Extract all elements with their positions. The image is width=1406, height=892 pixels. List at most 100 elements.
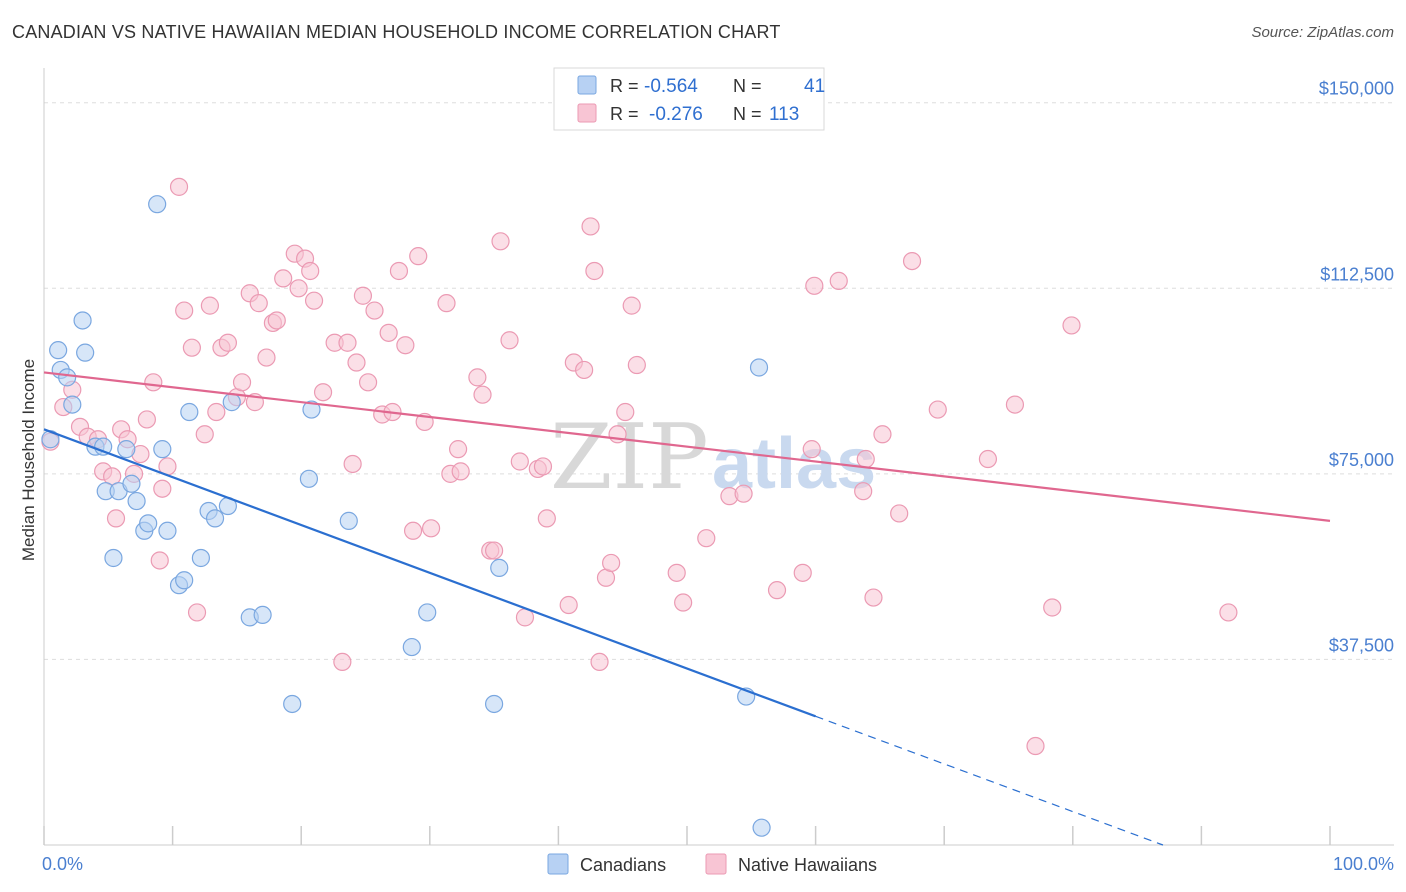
canadian-point: [283, 694, 302, 714]
hawaiian-point: [978, 449, 998, 469]
bottom-legend: Canadians Native Hawaiians: [547, 853, 877, 875]
canadian-point: [58, 368, 77, 387]
hawaiian-point: [448, 440, 468, 459]
hawaiian-point: [358, 373, 378, 392]
legend-n-label-2: N =: [733, 104, 762, 124]
canadians-trend-extension: [815, 715, 1164, 846]
hawaiian-point: [1005, 395, 1025, 414]
y-tick-label: $37,500: [1329, 635, 1394, 655]
hawaiian-point: [389, 261, 409, 281]
hawaiian-point: [353, 286, 373, 305]
hawaiian-point: [232, 373, 252, 392]
hawaiian-point: [195, 425, 214, 444]
canadian-point: [191, 548, 210, 568]
canadian-point: [299, 469, 319, 488]
hawaiian-point: [793, 563, 812, 582]
hawaiian-point: [616, 402, 635, 422]
canadian-point: [153, 440, 172, 459]
hawaiian-point: [1026, 736, 1045, 756]
hawaiian-point: [451, 462, 470, 481]
hawaiian-point: [537, 509, 556, 528]
hawaiian-point: [1043, 598, 1062, 617]
chart-title: CANADIAN VS NATIVE HAWAIIAN MEDIAN HOUSE…: [12, 22, 781, 42]
hawaiian-point: [674, 593, 693, 612]
hawaiian-point: [697, 529, 716, 548]
legend-r-label-1: R =: [610, 76, 639, 96]
hawaiian-point: [667, 563, 686, 582]
hawaiian-point: [289, 279, 308, 298]
hawaiian-point: [409, 247, 428, 266]
hawaiian-point: [218, 333, 237, 352]
hawaiian-point: [1062, 316, 1081, 335]
source-label: Source: ZipAtlas.com: [1251, 24, 1394, 41]
hawaiian-point: [1219, 603, 1238, 622]
hawaiian-point: [856, 449, 875, 469]
bottom-legend-label-hawaiians: Native Hawaiians: [738, 855, 877, 875]
hawaiian-point: [468, 368, 487, 387]
canadian-point: [127, 491, 146, 511]
bottom-legend-label-canadians: Canadians: [580, 855, 666, 875]
hawaiian-point: [767, 581, 787, 600]
canadian-point: [117, 440, 136, 459]
hawaiian-point: [734, 484, 753, 503]
canadian-point: [402, 637, 421, 657]
hawaiian-point: [396, 336, 415, 355]
legend-n-label-1: N =: [733, 76, 762, 96]
hawaiian-point: [338, 333, 357, 352]
hawaiian-point: [169, 177, 189, 196]
hawaiian-point: [622, 296, 641, 315]
canadian-point: [485, 694, 504, 714]
y-tick-label: $75,000: [1329, 450, 1394, 470]
y-tick-label: $112,500: [1320, 264, 1394, 284]
y-tick-labels: $37,500 $75,000 $112,500 $150,000: [1319, 79, 1394, 656]
hawaiian-point: [421, 519, 441, 538]
canadian-point: [418, 603, 437, 622]
canadian-point: [148, 195, 167, 214]
hawaiian-point: [805, 276, 824, 295]
canadian-point: [205, 509, 225, 528]
canadian-point: [752, 818, 771, 837]
hawaiians-trend-line: [43, 371, 1331, 522]
stats-legend-box: [553, 67, 825, 131]
canadian-point: [490, 558, 509, 577]
hawaiian-point: [802, 440, 821, 459]
legend-r-value-2: -0.276: [649, 104, 703, 125]
bottom-legend-swatch-hawaiians: [705, 853, 727, 875]
canadian-point: [158, 521, 177, 540]
hawaiian-point: [182, 338, 201, 357]
hawaiian-point: [533, 457, 553, 476]
hawaiian-point: [313, 383, 333, 402]
hawaiian-point: [437, 294, 456, 313]
hawaiian-point: [403, 521, 423, 540]
hawaiian-point: [153, 479, 172, 498]
legend-n-value-2: 113: [769, 104, 799, 125]
canadian-point: [104, 548, 123, 568]
hawaiian-point: [267, 311, 286, 330]
stats-legend: R = -0.564 N = 41 R = -0.276 N = 113: [553, 67, 825, 131]
trend-lines: [43, 371, 1331, 846]
canadian-point: [175, 571, 194, 590]
hawaiian-point: [175, 301, 194, 320]
canadian-point: [253, 605, 272, 625]
hawaiian-point: [902, 251, 922, 271]
hawaiian-point: [200, 296, 219, 315]
hawaiian-point: [137, 410, 156, 429]
hawaiian-point: [590, 652, 609, 672]
canadian-point: [49, 341, 68, 360]
canadians-trend-line: [43, 428, 816, 718]
hawaiian-point: [829, 271, 848, 290]
hawaiian-point: [106, 509, 126, 528]
canadians-points: [41, 195, 771, 837]
hawaiian-point: [585, 261, 604, 281]
hawaiian-point: [602, 553, 621, 573]
canadian-point: [63, 395, 82, 414]
canadian-point: [139, 514, 158, 533]
canadian-point: [73, 311, 92, 330]
hawaiian-point: [274, 269, 293, 288]
watermark-zip: ZIP: [550, 405, 709, 510]
bottom-legend-swatch-canadians: [547, 853, 569, 875]
x-axis: [43, 68, 1394, 846]
legend-n-value-1: 41: [804, 76, 825, 97]
hawaiian-point: [187, 603, 207, 622]
hawaiian-point: [343, 454, 362, 474]
